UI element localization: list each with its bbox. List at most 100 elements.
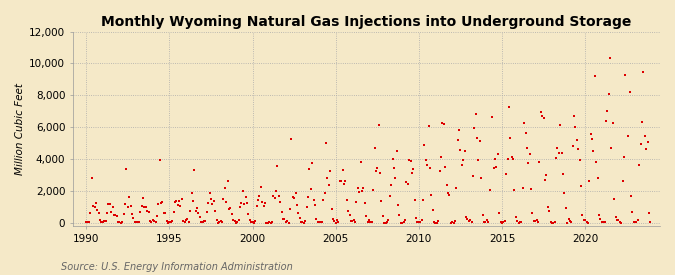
Point bbox=[610, 215, 621, 219]
Point bbox=[405, 159, 416, 163]
Point bbox=[554, 151, 564, 156]
Point bbox=[326, 207, 337, 211]
Point bbox=[470, 111, 481, 116]
Point bbox=[125, 204, 136, 208]
Point bbox=[578, 218, 589, 222]
Point bbox=[602, 108, 613, 113]
Point bbox=[441, 183, 452, 187]
Point bbox=[416, 218, 427, 222]
Point bbox=[381, 220, 392, 224]
Point bbox=[285, 207, 296, 211]
Point bbox=[487, 115, 497, 119]
Point bbox=[463, 218, 474, 223]
Point bbox=[613, 218, 624, 223]
Point bbox=[164, 220, 175, 224]
Point bbox=[225, 206, 236, 210]
Point bbox=[261, 220, 272, 225]
Point bbox=[580, 218, 591, 222]
Point bbox=[102, 211, 113, 215]
Point bbox=[263, 221, 273, 225]
Point bbox=[128, 216, 139, 220]
Point bbox=[534, 160, 545, 164]
Y-axis label: Million Cubic Feet: Million Cubic Feet bbox=[15, 83, 25, 175]
Point bbox=[480, 220, 491, 224]
Point bbox=[204, 191, 215, 196]
Point bbox=[186, 191, 197, 195]
Point bbox=[296, 220, 306, 225]
Point bbox=[252, 197, 263, 202]
Point bbox=[418, 197, 429, 202]
Point bbox=[530, 219, 541, 223]
Point bbox=[422, 163, 433, 167]
Point bbox=[255, 185, 266, 189]
Point bbox=[628, 219, 639, 224]
Point bbox=[218, 197, 229, 201]
Point bbox=[617, 179, 628, 184]
Point bbox=[229, 219, 240, 223]
Point bbox=[567, 144, 578, 148]
Point bbox=[207, 202, 218, 206]
Point bbox=[192, 205, 202, 210]
Point bbox=[506, 155, 517, 159]
Point bbox=[250, 219, 261, 223]
Point bbox=[289, 196, 300, 200]
Point bbox=[566, 220, 576, 224]
Point bbox=[585, 132, 596, 136]
Point bbox=[235, 205, 246, 209]
Point bbox=[614, 220, 625, 224]
Point bbox=[114, 219, 125, 224]
Point bbox=[99, 219, 109, 223]
Point bbox=[401, 180, 412, 184]
Point bbox=[193, 211, 204, 216]
Point bbox=[288, 195, 298, 200]
Point bbox=[514, 220, 525, 224]
Point bbox=[560, 205, 571, 210]
Point bbox=[556, 151, 567, 155]
Point bbox=[476, 176, 487, 180]
Point bbox=[404, 158, 414, 162]
Point bbox=[319, 190, 330, 195]
Point bbox=[185, 209, 196, 213]
Point bbox=[271, 189, 281, 193]
Point bbox=[348, 218, 359, 222]
Point bbox=[219, 186, 230, 191]
Point bbox=[343, 208, 354, 213]
Point bbox=[336, 179, 347, 184]
Point bbox=[340, 179, 351, 184]
Point bbox=[157, 200, 168, 204]
Point bbox=[573, 147, 584, 151]
Point bbox=[143, 209, 154, 214]
Point bbox=[209, 199, 219, 204]
Point bbox=[227, 218, 238, 222]
Point bbox=[369, 146, 380, 150]
Point bbox=[409, 198, 420, 202]
Point bbox=[595, 216, 605, 221]
Point bbox=[279, 217, 290, 222]
Point bbox=[311, 217, 322, 221]
Point bbox=[160, 210, 171, 215]
Point bbox=[221, 199, 232, 204]
Point bbox=[444, 193, 455, 198]
Point bbox=[397, 221, 408, 225]
Point bbox=[501, 172, 512, 177]
Point bbox=[264, 220, 275, 225]
Point bbox=[447, 219, 458, 224]
Point bbox=[330, 221, 341, 225]
Point bbox=[297, 219, 308, 224]
Point bbox=[599, 220, 610, 224]
Point bbox=[347, 219, 358, 224]
Point bbox=[414, 220, 425, 224]
Point bbox=[513, 220, 524, 225]
Point bbox=[359, 200, 370, 205]
Point bbox=[435, 155, 446, 159]
Point bbox=[616, 220, 626, 225]
Point bbox=[446, 221, 456, 225]
Point bbox=[284, 221, 294, 225]
Point bbox=[437, 121, 448, 125]
Point bbox=[605, 56, 616, 60]
Point bbox=[484, 188, 495, 192]
Point bbox=[317, 220, 327, 224]
Point bbox=[119, 202, 130, 206]
Point bbox=[280, 219, 291, 224]
Point bbox=[387, 157, 398, 162]
